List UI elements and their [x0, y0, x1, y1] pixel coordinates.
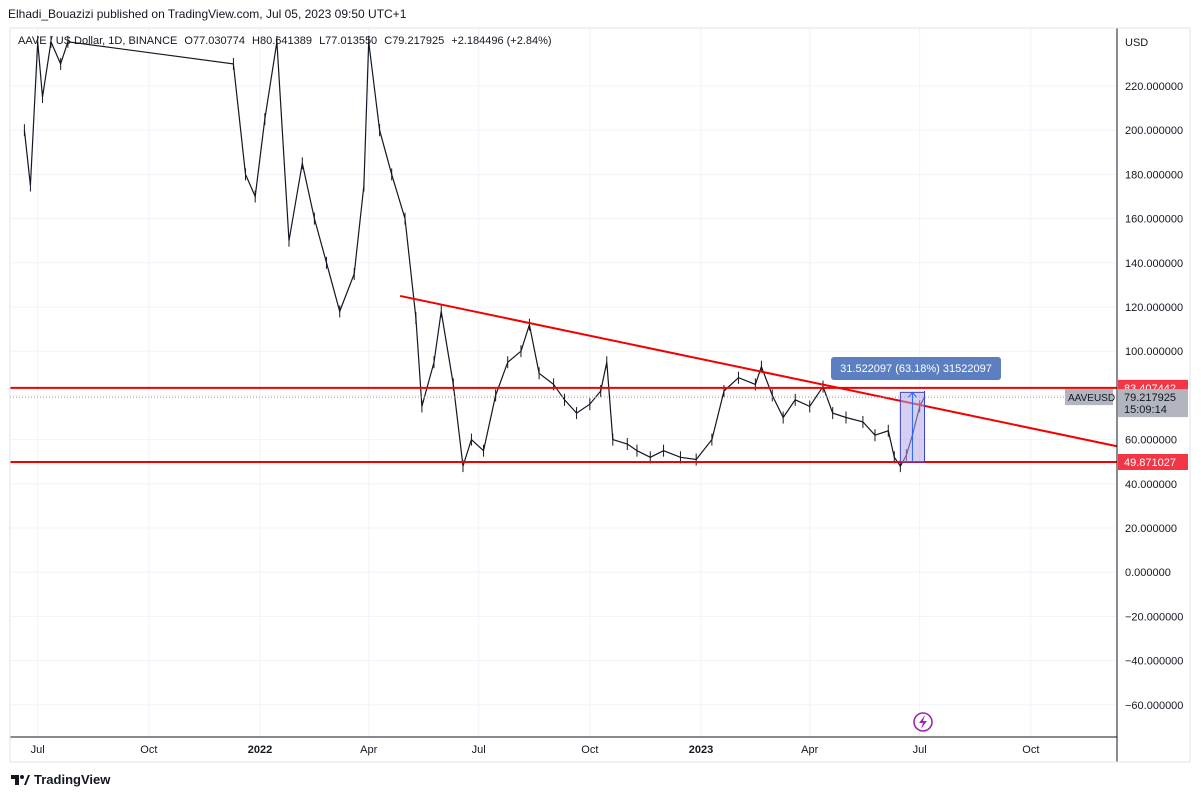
y-tick-label: 120.000000	[1125, 302, 1183, 314]
y-tick-label: 160.000000	[1125, 214, 1183, 226]
ohlc-open: O77.030774	[184, 35, 245, 47]
tradingview-logo-icon	[11, 774, 30, 785]
x-tick-label: Oct	[1022, 744, 1039, 756]
trendline[interactable]	[399, 294, 1118, 448]
y-tick-label: 140.000000	[1125, 258, 1183, 270]
ohlc-change: +2.184496 (+2.84%)	[451, 35, 552, 47]
x-tick-label: Apr	[801, 744, 818, 756]
symbol-info: AAVE / US Dollar, 1D, BINANCE O77.030774…	[18, 35, 556, 47]
brand-name: TradingView	[34, 772, 111, 787]
ohlc-close: C79.217925	[384, 35, 445, 47]
price-line	[23, 39, 926, 468]
currency-label[interactable]: USD	[1125, 37, 1148, 49]
y-tick-label: 180.000000	[1125, 169, 1183, 181]
x-tick-label: Jul	[913, 744, 927, 756]
last-price-tag: 79.217925	[1124, 392, 1176, 404]
y-tick-label: 0.000000	[1125, 567, 1171, 579]
x-tick-label: Oct	[140, 744, 157, 756]
y-tick-label: 20.000000	[1125, 523, 1177, 535]
symbol-name[interactable]: AAVE / US Dollar, 1D, BINANCE	[18, 35, 178, 47]
y-tick-label: −20.000000	[1125, 611, 1183, 623]
y-tick-label: −60.000000	[1125, 700, 1183, 712]
x-tick-labels: Jul Oct 2022 Apr Jul Oct 2023 Apr Jul Oct	[31, 744, 1040, 756]
x-tick-label: Jul	[472, 744, 486, 756]
ohlc-low: L77.013550	[319, 35, 378, 47]
chart-axes: USD	[9, 27, 1191, 763]
lightning-icon[interactable]	[913, 712, 933, 732]
y-tick-labels: 220.000000 200.000000 180.000000 160.000000…	[1125, 81, 1183, 712]
x-tick-label: Apr	[360, 744, 377, 756]
x-tick-label: Oct	[581, 744, 598, 756]
price-series	[23, 35, 926, 473]
y-tick-label: 60.000000	[1125, 435, 1177, 447]
x-tick-label: 2022	[248, 744, 272, 756]
footer-brand[interactable]: TradingView	[10, 772, 110, 787]
last-price-tag-bg	[1118, 389, 1188, 418]
y-tick-label: 220.000000	[1125, 81, 1183, 93]
measure-label-bg	[831, 357, 1001, 380]
x-tick-label: 2023	[689, 744, 713, 756]
countdown-tag: 15:09:14	[1124, 404, 1167, 416]
ticker-tag: AAVEUSD	[1068, 393, 1115, 404]
price-range-arrowhead	[908, 391, 917, 398]
measure-label-text: 31.522097 (63.18%) 31522097	[840, 363, 992, 375]
measure-label[interactable]: 31.522097 (63.18%) 31522097	[831, 357, 1001, 380]
support-price-tag: 49.871027	[1124, 457, 1176, 469]
publisher-line: Elhadi_Bouazizi published on TradingView…	[8, 7, 407, 21]
y-tick-label: 40.000000	[1125, 479, 1177, 491]
y-tick-label: 100.000000	[1125, 346, 1183, 358]
y-tick-label: 200.000000	[1125, 125, 1183, 137]
chart-grid	[10, 28, 1117, 737]
chart-drawings[interactable]: 31.522097 (63.18%) 31522097	[10, 294, 1118, 463]
x-tick-label: Jul	[31, 744, 45, 756]
ohlc-high: H80.641389	[252, 35, 312, 47]
support-price-tag-bg	[1118, 453, 1188, 470]
y-tick-label: −40.000000	[1125, 656, 1183, 668]
ticker-tag-bg	[1065, 389, 1113, 406]
